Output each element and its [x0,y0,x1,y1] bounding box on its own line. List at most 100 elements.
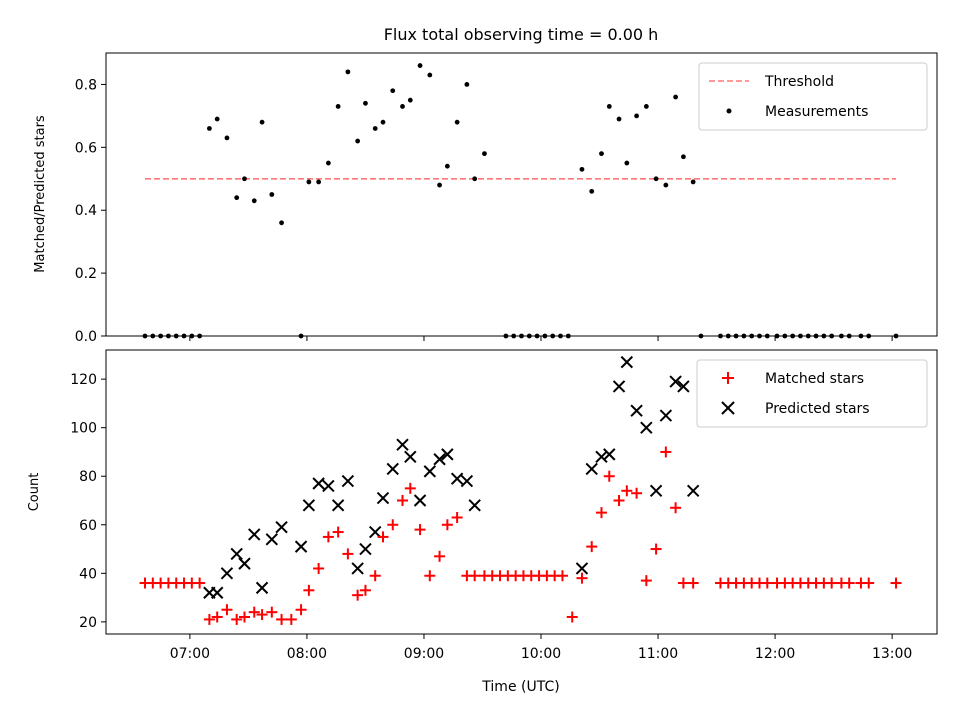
top-axes-frame [105,52,938,337]
legend-matched-label: Matched stars [765,371,864,387]
predicted-point [433,453,446,466]
predicted-point [275,520,288,534]
matched-point [342,548,354,560]
measurement-point [214,116,220,122]
matched-point [586,541,598,553]
bottom-ytick-label: 120 [70,372,97,388]
matched-point [231,613,243,625]
legend-predicted-swatch [721,401,735,415]
matched-point [322,531,334,543]
legend-measurements-label: Measurements [765,104,868,120]
predicted-point [220,567,234,580]
bottom-ytick-label: 60 [79,518,97,534]
matched-point [414,524,426,536]
matched-point [640,575,652,587]
predicted-points [203,355,700,599]
legend-matched-swatch [722,372,734,384]
predicted-point [376,491,390,505]
bottom-ylabel: Count [27,473,42,512]
predicted-point [255,581,269,595]
top-ytick-label: 0.6 [75,140,97,156]
matched-point [295,604,307,616]
predicted-point [640,421,653,434]
matched-point [613,494,625,506]
matched-point [352,589,364,601]
predicted-point [575,562,589,575]
measurement-point [234,195,240,201]
predicted-point [677,380,690,393]
legend-measurements-swatch [726,108,732,114]
measurement-point [306,179,312,185]
bottom-axes-frame [105,349,938,635]
matched-point [387,519,399,531]
top-panel: Matched/Predicted stars 0.00.20.40.60.8 … [33,52,938,345]
matched-point [761,577,773,589]
matched-point [303,584,315,596]
matched-point [276,613,288,625]
predicted-point [595,450,608,464]
predicted-point [649,484,663,497]
matched-point [576,572,588,584]
measurement-point [380,119,386,125]
matched-point [677,577,689,589]
matched-point [285,613,297,625]
bottom-xtick-label: 07:00 [170,646,210,662]
top-ytick-label: 0.4 [75,203,97,219]
legend-threshold-label: Threshold [764,74,834,90]
predicted-point [450,472,464,485]
predicted-point [603,448,616,461]
measurement-point [472,176,478,182]
predicted-point [265,533,279,546]
matched-point [369,570,381,582]
matched-point [424,570,436,582]
matched-point [451,511,463,523]
matched-point [434,550,446,562]
bottom-ytick-label: 100 [70,421,97,437]
matched-point [377,531,389,543]
predicted-point [368,525,382,539]
matched-point [266,606,278,618]
predicted-point [413,494,427,507]
matched-point [469,570,481,582]
predicted-point [351,562,364,575]
bottom-xlabel: Time (UTC) [481,679,559,695]
matched-point [248,606,260,618]
predicted-point [359,542,372,556]
measurement-point [242,176,247,182]
measurement-point [454,119,460,125]
predicted-point [585,462,598,476]
measurement-point [663,182,669,188]
measurement-point [681,154,686,160]
bottom-panel: Count 20 40 60 80 100 120 07:00 08:00 09:00 10:00… [27,349,938,695]
bottom-legend: Matched stars Predicted stars [696,359,928,428]
measurement-point [372,126,378,131]
matched-point [687,577,699,589]
top-ytick-label: 0.2 [75,266,97,282]
measurement-point [579,166,585,172]
measurement-point [251,198,257,204]
measurement-point [606,104,612,109]
measurement-point [259,119,265,125]
measurement-point [407,97,413,103]
predicted-point [659,409,673,422]
measurement-point [355,138,361,144]
matched-point [359,584,371,596]
predicted-point [238,557,251,570]
measurement-point [599,151,604,157]
top-ytick-label: 0.8 [75,77,97,93]
measurement-point [325,160,331,166]
measurement-point [400,104,405,109]
measurement-point [616,116,622,122]
top-ytick-label: 0.0 [75,329,97,345]
predicted-point [423,465,437,478]
top-legend: Threshold Measurements [698,62,928,131]
matched-point [595,507,607,519]
matched-point [621,485,633,497]
bottom-xtick-label: 08:00 [287,646,327,662]
matched-point [203,613,215,625]
predicted-point [302,499,316,512]
predicted-point [396,438,409,451]
predicted-point [630,404,643,417]
matched-point [843,577,855,589]
figure-title: Flux total observing time = 0.00 h [384,25,659,44]
